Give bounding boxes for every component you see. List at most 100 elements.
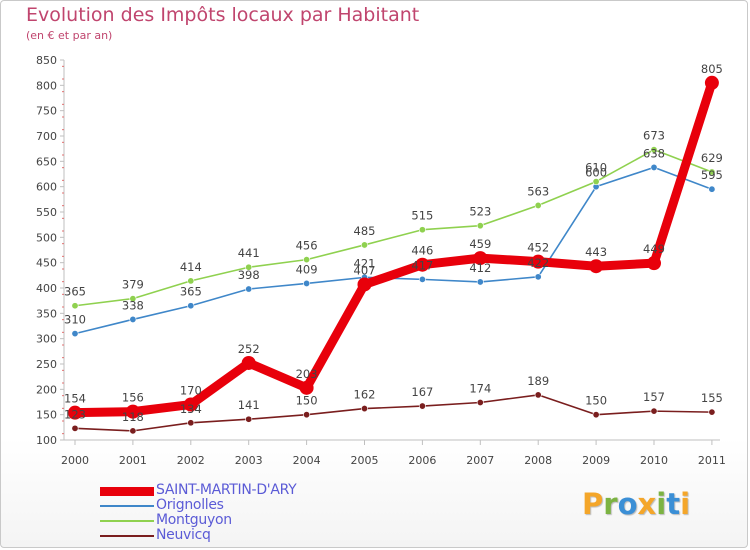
data-label: 515 [411, 209, 433, 223]
data-label: 407 [354, 263, 376, 277]
data-label: 409 [296, 262, 318, 276]
data-label: 162 [354, 388, 376, 402]
logo-letter: r [603, 487, 618, 521]
data-point [592, 411, 600, 419]
data-label: 422 [527, 256, 549, 270]
data-point [357, 277, 372, 292]
data-point [183, 397, 198, 412]
data-point [245, 415, 253, 423]
proxiti-logo: Proxiti [582, 487, 690, 521]
data-label: 417 [411, 258, 433, 272]
data-point [531, 254, 546, 269]
x-tick-label: 2001 [119, 454, 147, 467]
data-label: 150 [585, 394, 607, 408]
data-label: 150 [296, 394, 318, 408]
series-line-neuvicq [74, 394, 713, 432]
data-point [303, 256, 311, 264]
data-point [708, 185, 716, 193]
x-tick-label: 2003 [235, 454, 263, 467]
data-point [534, 391, 542, 399]
data-label: 189 [527, 374, 549, 388]
data-label: 673 [643, 129, 665, 143]
data-label: 563 [527, 184, 549, 198]
data-point [129, 295, 137, 303]
data-point [360, 241, 368, 249]
y-tick-label: 200 [36, 383, 57, 396]
y-tick-label: 850 [36, 54, 57, 67]
data-label: 157 [643, 390, 665, 404]
data-point [650, 163, 658, 171]
data-point [704, 75, 719, 90]
data-label: 167 [411, 385, 433, 399]
data-point [418, 226, 426, 234]
data-label: 600 [585, 166, 607, 180]
data-point [647, 256, 661, 271]
data-point [187, 419, 195, 427]
x-tick-label: 2008 [524, 454, 552, 467]
data-point [360, 405, 368, 413]
legend-swatch [100, 486, 154, 496]
y-tick-label: 250 [36, 358, 57, 371]
y-tick-label: 100 [36, 434, 57, 447]
data-label: 365 [64, 285, 86, 299]
logo-letter: i [680, 487, 691, 521]
data-label: 456 [296, 239, 318, 253]
line-chart: 100 150 200 250 300 350 400 450 500 550 600 650 700 7… [36, 54, 726, 467]
data-point [534, 273, 542, 281]
legend-label: Orignolles [156, 497, 224, 513]
data-point [129, 315, 137, 323]
x-tick-label: 2000 [61, 454, 89, 467]
data-label: 379 [122, 278, 144, 292]
data-point [650, 146, 658, 154]
y-tick-label: 700 [36, 130, 57, 143]
data-point [415, 257, 430, 272]
data-point [68, 405, 82, 420]
x-tick-label: 2004 [293, 454, 321, 467]
y-tick-label: 150 [36, 409, 57, 422]
data-label: 412 [469, 261, 491, 275]
data-label: 421 [354, 256, 376, 270]
data-point [245, 285, 253, 293]
data-point [650, 407, 658, 415]
series-line-saint-martin-d-ary [70, 78, 717, 418]
series-line-orignolles [74, 166, 713, 335]
legend-swatch [100, 535, 154, 537]
data-point [589, 259, 604, 274]
data-point [534, 201, 542, 209]
data-label: 443 [585, 245, 607, 259]
data-point [71, 330, 79, 338]
chart-title: Evolution des Impôts locaux par Habitant [26, 4, 420, 26]
data-point [418, 275, 426, 283]
data-point [125, 404, 140, 419]
logo-letter: t [666, 487, 681, 521]
y-tick-label: 750 [36, 105, 57, 118]
data-label: 459 [469, 237, 491, 251]
data-point [241, 355, 256, 370]
data-point [476, 278, 484, 286]
data-label: 805 [701, 62, 723, 76]
data-point [708, 408, 716, 416]
logo-letter: P [582, 487, 604, 521]
data-point [592, 178, 600, 186]
logo-letter: i [656, 487, 667, 521]
data-label: 414 [180, 260, 202, 274]
data-label: 174 [469, 382, 491, 396]
data-label: 156 [122, 391, 144, 405]
data-point [187, 302, 195, 310]
data-point [476, 399, 484, 407]
legend-label: Neuvicq [156, 527, 211, 543]
data-label: 154 [64, 392, 86, 406]
logo-letter: o [617, 487, 638, 521]
data-label: 118 [122, 410, 144, 424]
data-label: 446 [411, 244, 433, 258]
data-label: 629 [701, 151, 723, 165]
data-point [187, 277, 195, 285]
x-tick-label: 2005 [351, 454, 379, 467]
y-tick-label: 400 [36, 282, 57, 295]
data-label: 452 [527, 241, 549, 255]
data-label: 252 [238, 342, 260, 356]
legend-swatch [100, 505, 154, 507]
x-tick-label: 2009 [582, 454, 610, 467]
data-label: 610 [585, 161, 607, 175]
